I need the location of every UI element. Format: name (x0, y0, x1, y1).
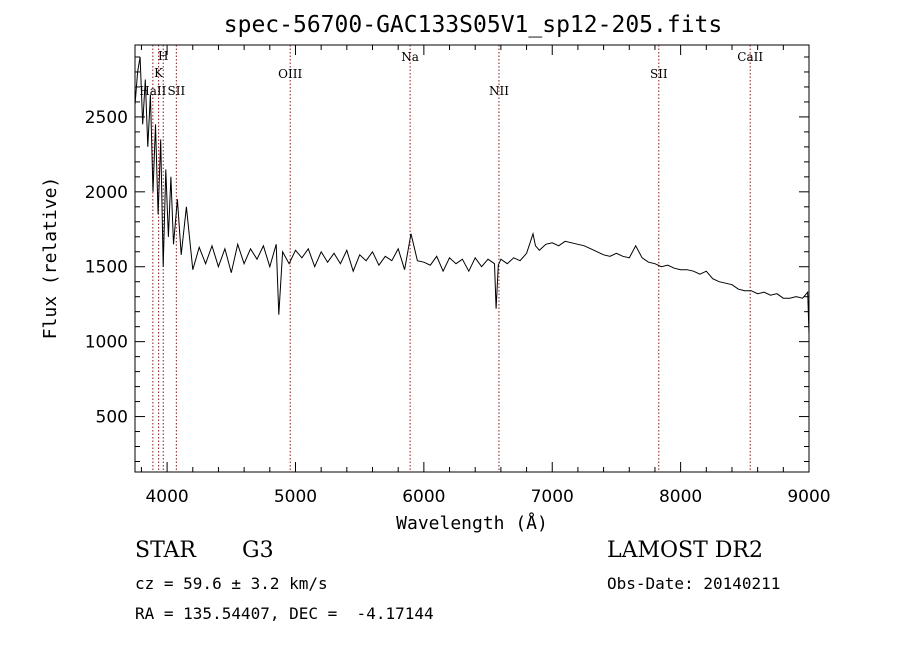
chart-title: spec-56700-GAC133S05V1_sp12-205.fits (224, 12, 723, 38)
y-tick-label: 2500 (85, 108, 128, 128)
emission-line-label: Na (401, 50, 419, 64)
spectrum-series-line (134, 56, 810, 335)
x-tick-label: 9000 (787, 487, 830, 507)
x-tick-label: 7000 (531, 487, 574, 507)
y-axis-label: Flux (relative) (40, 177, 61, 340)
coordinates-text: RA = 135.54407, DEC = -4.17144 (135, 604, 434, 623)
emission-line-label: SII (650, 67, 668, 81)
emission-line-label: HaII (139, 84, 166, 98)
x-tick-label: 5000 (274, 487, 317, 507)
plot-frame (134, 44, 810, 473)
emission-line-label: SII (167, 84, 185, 98)
y-tick-label: 500 (96, 408, 128, 428)
emission-line-label: K (154, 66, 164, 80)
object-class: STAR (135, 538, 196, 563)
x-tick-label: 4000 (145, 487, 188, 507)
y-tick-label: 1000 (85, 333, 128, 353)
y-axis-ticks: 500 1000 1500 2000 2500 (85, 56, 809, 463)
x-axis-ticks: 4000 5000 6000 7000 8000 9000 (140, 45, 831, 507)
survey-label: LAMOST DR2 (607, 538, 763, 563)
obs-date-text: Obs-Date: 20140211 (607, 574, 781, 593)
y-tick-label: 2000 (85, 183, 128, 203)
object-subclass: G3 (242, 538, 274, 563)
y-tick-label: 1500 (85, 258, 128, 278)
redshift-text: cz = 59.6 ± 3.2 km/s (135, 574, 328, 593)
x-tick-label: 8000 (659, 487, 702, 507)
emission-line-label: CaII (737, 50, 763, 64)
emission-line-label: OIII (278, 67, 302, 81)
emission-line-label: NII (489, 84, 509, 98)
emission-lines (152, 45, 751, 472)
x-tick-label: 6000 (402, 487, 445, 507)
x-axis-label: Wavelength (Å) (396, 512, 548, 534)
emission-line-label: H (158, 49, 168, 63)
